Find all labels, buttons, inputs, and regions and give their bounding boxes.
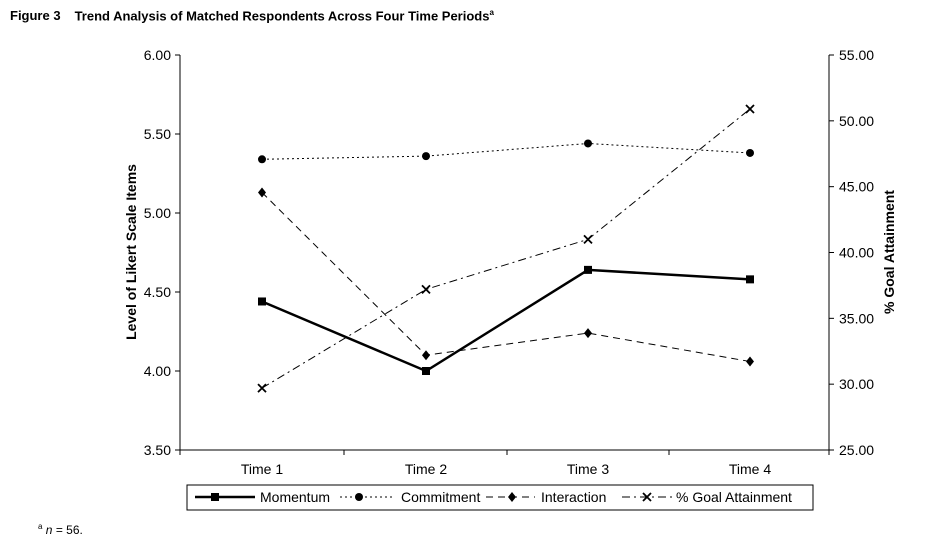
series-commitment: [258, 139, 754, 164]
right-tick-label: 50.00: [839, 113, 874, 129]
data-point-commitment: [584, 139, 592, 148]
legend-label-commitment: Commitment: [401, 489, 480, 505]
right-tick-label: 25.00: [839, 442, 874, 458]
legend-item-interaction: Interaction: [486, 489, 606, 505]
right-tick-label: 30.00: [839, 376, 874, 392]
legend-item-momentum: Momentum: [195, 489, 330, 505]
series-line-momentum: [261, 268, 751, 373]
x-tick-label: Time 1: [241, 461, 283, 477]
footnote-text: = 56.: [52, 523, 83, 537]
footnote-marker: a: [38, 522, 43, 531]
legend-marker-goal-attainment: [642, 492, 652, 502]
data-point-momentum: [746, 275, 754, 284]
right-tick-label: 35.00: [839, 310, 874, 326]
title-note-marker: a: [489, 8, 494, 17]
right-tick-label: 55.00: [839, 47, 874, 63]
data-point-interaction: [584, 328, 592, 339]
legend-marker-interaction: [508, 492, 516, 502]
data-point-commitment: [422, 152, 430, 161]
right-tick-label: 45.00: [839, 179, 874, 195]
right-tick-label: 40.00: [839, 245, 874, 261]
data-point-commitment: [746, 148, 754, 157]
series-goal-attainment: [257, 104, 755, 393]
left-tick-label: 5.50: [144, 126, 171, 142]
legend-label-interaction: Interaction: [541, 489, 606, 505]
series-line-interaction: [261, 192, 751, 363]
data-point-interaction: [746, 356, 754, 367]
right-axis-ticks: 25.00 30.00 35.00 40.00 45.00 50.00 55.00: [829, 47, 874, 458]
left-tick-label: 6.00: [144, 47, 171, 63]
left-tick-label: 4.00: [144, 363, 171, 379]
right-axis-title: % Goal Attainment: [881, 190, 897, 314]
figure-title-text: Trend Analysis of Matched Respondents Ac…: [74, 8, 490, 24]
data-point-goal-attainment: [745, 104, 755, 114]
data-point-momentum: [584, 265, 592, 274]
series-line-goal-attainment: [261, 108, 751, 389]
legend-label-goal-attainment: % Goal Attainment: [676, 489, 792, 505]
data-point-commitment: [258, 155, 266, 164]
data-point-goal-attainment: [583, 234, 593, 244]
left-axis-title: Level of Likert Scale Items: [123, 164, 139, 340]
footnote-var: n: [45, 523, 53, 537]
legend-label-momentum: Momentum: [260, 489, 330, 505]
x-tick-label: Time 2: [405, 461, 447, 477]
left-tick-label: 4.50: [144, 284, 171, 300]
line-chart: 3.50 4.00 4.50 5.00 5.50 6.00 25.00 30.00 35.00…: [123, 47, 897, 511]
legend-marker-momentum: [211, 493, 219, 501]
x-tick-label: Time 3: [567, 461, 609, 477]
series-line-commitment: [261, 142, 751, 160]
x-axis-ticks: Time 1 Time 2 Time 3 Time 4: [179, 450, 830, 477]
figure-title: Figure 3 Trend Analysis of Matched Respon…: [10, 8, 494, 23]
data-point-momentum: [258, 297, 266, 306]
legend-item-commitment: Commitment: [340, 489, 480, 505]
series-momentum: [258, 265, 754, 375]
x-tick-label: Time 4: [729, 461, 771, 477]
legend-marker-commitment: [355, 493, 363, 501]
left-tick-label: 5.00: [144, 205, 171, 221]
data-point-goal-attainment: [257, 383, 267, 393]
series-interaction: [258, 187, 754, 367]
legend: Momentum Commitment Interaction % Goal Atta…: [195, 489, 792, 505]
legend-item-goal-attainment: % Goal Attainment: [622, 489, 792, 505]
data-point-goal-attainment: [421, 284, 431, 295]
footnote: a n = 56.: [38, 522, 83, 537]
figure-label: Figure 3: [10, 8, 61, 24]
data-point-momentum: [422, 367, 430, 375]
left-tick-label: 3.50: [144, 442, 171, 458]
data-point-interaction: [422, 350, 430, 361]
series-layer: [257, 104, 755, 393]
left-axis-ticks: 3.50 4.00 4.50 5.00 5.50 6.00: [144, 47, 180, 458]
data-point-interaction: [258, 187, 266, 198]
